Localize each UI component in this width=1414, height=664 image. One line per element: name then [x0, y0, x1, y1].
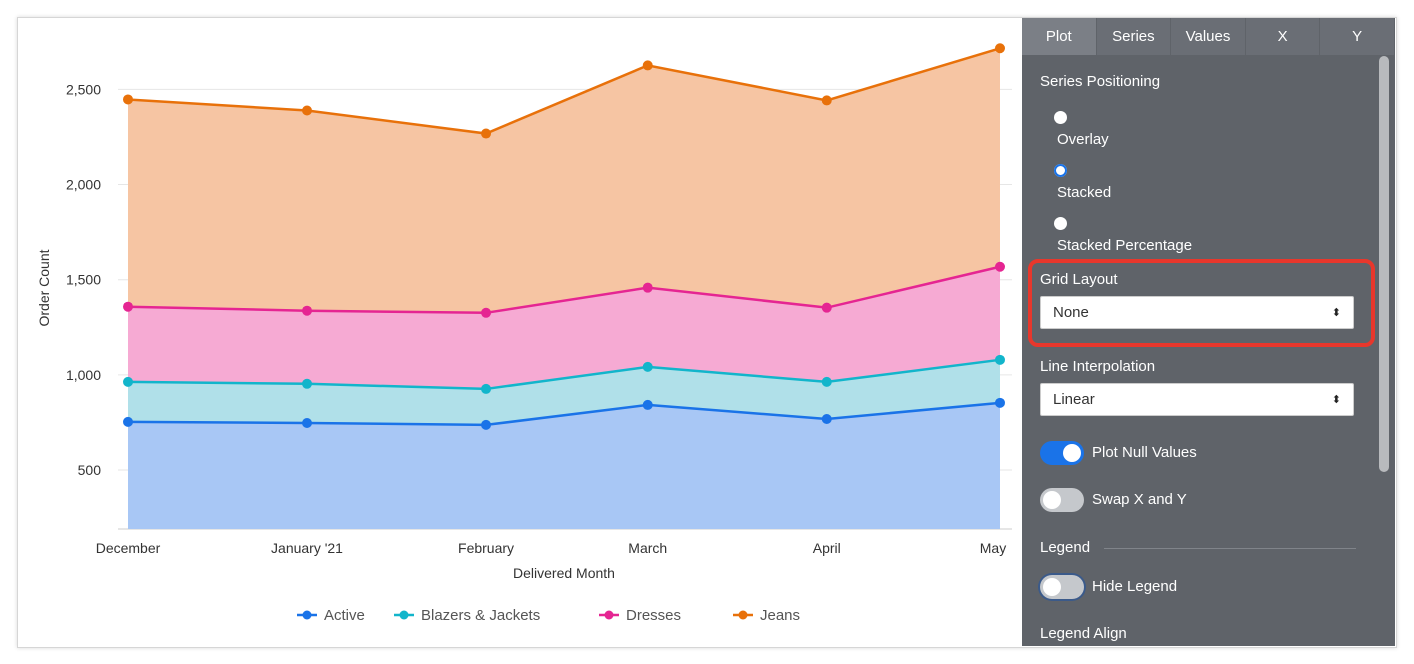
x-tick-label: December	[96, 540, 161, 556]
data-point-dresses	[481, 307, 492, 318]
data-point-dresses	[302, 305, 313, 316]
data-point-blazers-jackets	[821, 376, 832, 387]
data-point-dresses	[642, 282, 653, 293]
data-point-jeans	[481, 128, 492, 139]
legend: Active Blazers & Jackets Dresses Jeans	[297, 607, 800, 624]
data-point-active	[302, 417, 313, 428]
tab-x[interactable]: X	[1246, 18, 1321, 55]
radio-stacked[interactable]	[1054, 164, 1067, 177]
toggle-knob	[1063, 444, 1081, 462]
radio-stacked-percentage-label: Stacked Percentage	[1057, 237, 1193, 254]
data-point-jeans	[302, 105, 313, 116]
plot-null-values-label: Plot Null Values	[1092, 444, 1197, 461]
grid-layout-select[interactable]: None ⬍	[1040, 296, 1354, 329]
swap-xy-label: Swap X and Y	[1092, 491, 1187, 508]
line-jeans	[127, 47, 1001, 135]
data-point-dresses	[995, 261, 1005, 272]
grid-layout-highlight	[1028, 259, 1375, 347]
grid-layout-label: Grid Layout	[1040, 271, 1118, 288]
data-point-active	[481, 419, 492, 430]
radio-overlay-label: Overlay	[1057, 131, 1109, 148]
plot-null-values-toggle[interactable]	[1040, 441, 1084, 465]
radio-stacked-label: Stacked	[1057, 184, 1112, 201]
data-point-active	[642, 399, 653, 410]
y-tick-label: 2,500	[66, 81, 101, 97]
area-dresses	[128, 266, 1000, 389]
data-point-active	[821, 414, 832, 425]
settings-panel: Plot Series Values X Y Series Positionin…	[1022, 18, 1395, 646]
legend-section-label: Legend	[1040, 539, 1091, 556]
data-point-jeans	[995, 43, 1005, 54]
y-axis-label: Order Count	[36, 249, 52, 326]
x-tick-label: January '21	[271, 540, 343, 556]
y-tick-label: 2,000	[66, 177, 101, 193]
x-axis-label: Delivered Month	[513, 565, 615, 581]
area-jeans	[128, 48, 1000, 313]
toggle-knob	[1043, 578, 1061, 596]
legend-item-label: Dresses	[626, 607, 681, 624]
line-active	[127, 401, 1001, 427]
x-tick-label: March	[628, 540, 667, 556]
select-arrows-icon: ⬍	[1331, 307, 1341, 319]
data-point-blazers-jackets	[302, 378, 313, 389]
y-tick-label: 1,000	[66, 367, 101, 383]
radio-overlay[interactable]	[1054, 111, 1067, 124]
tab-series[interactable]: Series	[1097, 18, 1172, 55]
radio-stacked-percentage[interactable]	[1054, 217, 1067, 230]
y-tick-label: 500	[78, 462, 102, 478]
stacked-area-chart: 500 1,000 1,500 2,000 2,500 December January …	[36, 43, 1012, 624]
legend-swatch-marker	[302, 610, 312, 620]
legend-item-label: Active	[324, 607, 365, 624]
area-active	[128, 402, 1000, 529]
tab-values[interactable]: Values	[1171, 18, 1246, 55]
x-tick-label: April	[813, 540, 841, 556]
x-tick-label: May	[980, 540, 1006, 556]
select-arrows-icon: ⬍	[1331, 394, 1341, 406]
y-tick-label: 1,500	[66, 272, 101, 288]
line-blazers-jackets	[127, 358, 1001, 391]
legend-swatch-marker	[399, 610, 409, 620]
legend-item-label: Jeans	[760, 607, 800, 624]
data-point-active	[995, 397, 1005, 408]
data-point-blazers-jackets	[642, 361, 653, 372]
grid-layout-value: None	[1053, 304, 1089, 321]
section-divider	[1104, 548, 1356, 549]
hide-legend-toggle[interactable]	[1040, 575, 1084, 599]
data-point-dresses	[123, 301, 133, 312]
data-point-blazers-jackets	[123, 376, 133, 387]
panel-scrollbar[interactable]	[1379, 56, 1389, 472]
data-point-dresses	[821, 302, 832, 313]
data-point-active	[123, 416, 133, 427]
area-blazers-jackets	[128, 359, 1000, 425]
legend-swatch-marker	[738, 610, 748, 620]
hide-legend-label: Hide Legend	[1092, 578, 1178, 595]
legend-item-label: Blazers & Jackets	[421, 607, 540, 624]
data-point-jeans	[123, 94, 133, 105]
line-interpolation-select[interactable]: Linear ⬍	[1040, 383, 1354, 416]
tab-bar: Plot Series Values X Y	[1022, 18, 1395, 55]
toggle-knob	[1043, 491, 1061, 509]
x-tick-label: February	[458, 540, 514, 556]
line-interpolation-value: Linear	[1053, 391, 1095, 408]
legend-align-label: Legend Align	[1040, 625, 1127, 642]
data-point-jeans	[642, 60, 653, 71]
legend-swatch-marker	[604, 610, 614, 620]
data-point-jeans	[821, 95, 832, 106]
line-interpolation-label: Line Interpolation	[1040, 358, 1156, 375]
tab-plot[interactable]: Plot	[1022, 18, 1097, 55]
data-point-blazers-jackets	[481, 383, 492, 394]
swap-xy-toggle[interactable]	[1040, 488, 1084, 512]
tab-y[interactable]: Y	[1320, 18, 1395, 55]
data-point-blazers-jackets	[995, 354, 1005, 365]
line-dresses	[127, 265, 1001, 315]
series-positioning-label: Series Positioning	[1040, 73, 1161, 90]
